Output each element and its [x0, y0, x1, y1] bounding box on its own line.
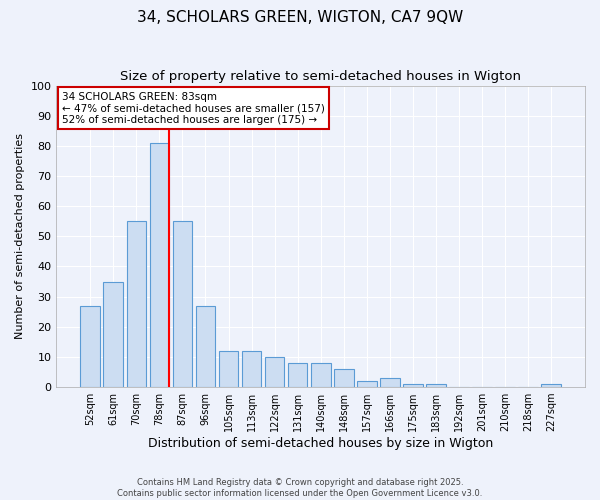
Bar: [357, 381, 377, 387]
Bar: [80, 306, 100, 387]
Bar: [196, 306, 215, 387]
Text: 34, SCHOLARS GREEN, WIGTON, CA7 9QW: 34, SCHOLARS GREEN, WIGTON, CA7 9QW: [137, 10, 463, 25]
Bar: [288, 363, 307, 387]
X-axis label: Distribution of semi-detached houses by size in Wigton: Distribution of semi-detached houses by …: [148, 437, 493, 450]
Y-axis label: Number of semi-detached properties: Number of semi-detached properties: [15, 134, 25, 340]
Bar: [265, 357, 284, 387]
Bar: [311, 363, 331, 387]
Bar: [219, 351, 238, 387]
Bar: [173, 221, 192, 387]
Title: Size of property relative to semi-detached houses in Wigton: Size of property relative to semi-detach…: [120, 70, 521, 83]
Bar: [403, 384, 422, 387]
Bar: [149, 143, 169, 387]
Bar: [380, 378, 400, 387]
Bar: [127, 221, 146, 387]
Bar: [541, 384, 561, 387]
Text: Contains HM Land Registry data © Crown copyright and database right 2025.
Contai: Contains HM Land Registry data © Crown c…: [118, 478, 482, 498]
Bar: [334, 369, 353, 387]
Bar: [426, 384, 446, 387]
Text: 34 SCHOLARS GREEN: 83sqm
← 47% of semi-detached houses are smaller (157)
52% of : 34 SCHOLARS GREEN: 83sqm ← 47% of semi-d…: [62, 92, 325, 125]
Bar: [242, 351, 262, 387]
Bar: [103, 282, 123, 387]
